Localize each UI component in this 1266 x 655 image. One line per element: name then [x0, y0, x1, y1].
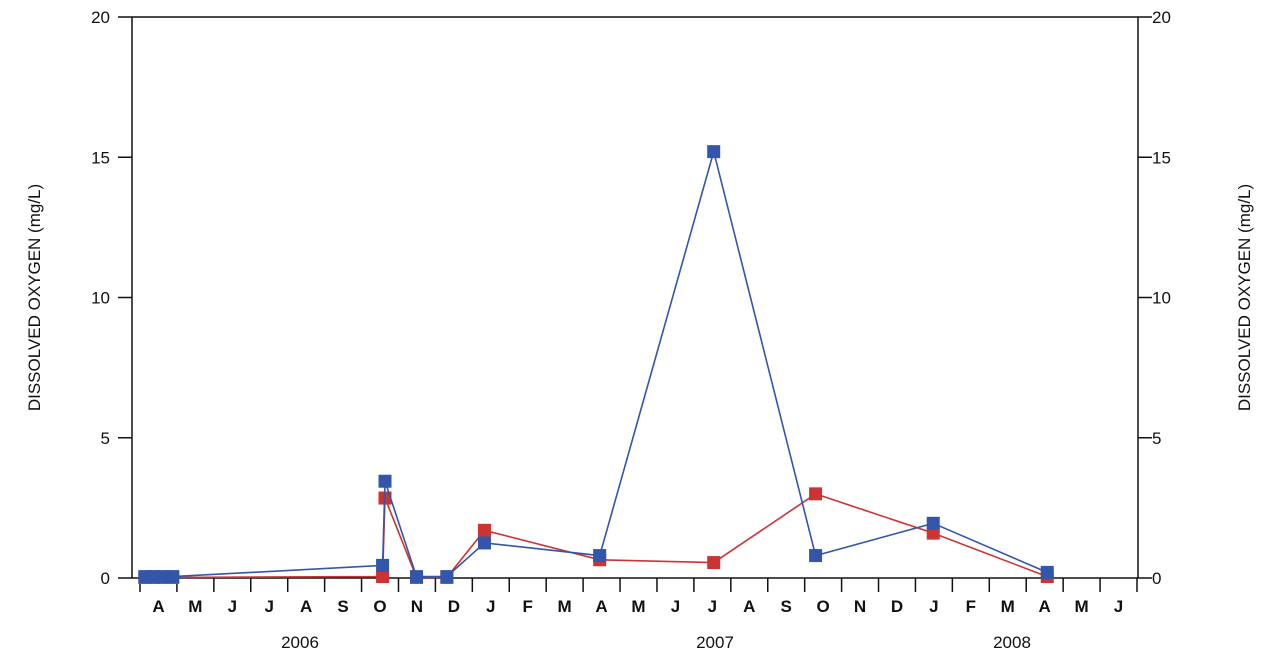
- x-tick-label-month: J: [1114, 597, 1123, 616]
- x-tick-label-month: A: [743, 597, 755, 616]
- plot-frame: [131, 16, 1139, 579]
- series-0-point: [926, 516, 940, 530]
- series-0-point: [1040, 565, 1054, 579]
- series-layer: [138, 145, 1054, 584]
- x-tick-label-month: O: [373, 597, 386, 616]
- x-tick-label-month: O: [817, 597, 830, 616]
- x-tick-label-month: J: [486, 597, 495, 616]
- y-axis-title-left: DISSOLVED OXYGEN (mg/L): [25, 184, 44, 411]
- y-tick-label-left: 0: [101, 569, 110, 588]
- y-tick-label-left: 10: [91, 289, 110, 308]
- x-tick-label-month: N: [854, 597, 866, 616]
- y-tick-label-right: 20: [1152, 8, 1171, 27]
- series-0-point: [410, 570, 424, 584]
- x-tick-label-month: S: [781, 597, 792, 616]
- x-tick-label-month: J: [265, 597, 274, 616]
- x-tick-label-month: S: [337, 597, 348, 616]
- x-axis-ticks: A M J J A S O N D J F M A M J J A S O N D J F M A M J 2006 2007 2008: [139, 578, 1138, 652]
- y-axis-ticks: 0 0 5 5 10 10 15 15 20 20: [91, 8, 1171, 588]
- series-0-point: [707, 145, 721, 159]
- series-0-point: [378, 474, 392, 488]
- x-tick-label-month: A: [595, 597, 607, 616]
- x-tick-label-month: J: [671, 597, 680, 616]
- x-tick-label-month: A: [1039, 597, 1051, 616]
- series-0-point: [809, 549, 823, 563]
- x-axis-year-label: 2008: [993, 633, 1031, 652]
- x-tick-label-month: M: [188, 597, 202, 616]
- x-tick-label-month: J: [929, 597, 938, 616]
- x-tick-label-month: F: [523, 597, 533, 616]
- x-tick-label-month: A: [152, 597, 164, 616]
- y-tick-label-left: 15: [91, 148, 110, 167]
- y-tick-label-right: 10: [1152, 289, 1171, 308]
- series-1-point: [477, 523, 491, 537]
- y-tick-label-right: 15: [1152, 148, 1171, 167]
- x-tick-label-month: D: [891, 597, 903, 616]
- series-0-point: [166, 570, 180, 584]
- series-1-point: [707, 556, 721, 570]
- x-tick-label-month: A: [300, 597, 312, 616]
- series-0-point: [593, 549, 607, 563]
- series-1-point: [376, 570, 390, 584]
- x-tick-label-month: N: [411, 597, 423, 616]
- y-tick-label-left: 5: [101, 429, 110, 448]
- series-1-point: [926, 526, 940, 540]
- y-tick-label-right: 0: [1152, 569, 1161, 588]
- x-tick-label-month: M: [1001, 597, 1015, 616]
- x-tick-label-month: M: [631, 597, 645, 616]
- x-tick-label-month: M: [1075, 597, 1089, 616]
- x-tick-label-month: F: [966, 597, 976, 616]
- y-axis-title-right: DISSOLVED OXYGEN (mg/L): [1235, 184, 1254, 411]
- x-tick-label-month: D: [448, 597, 460, 616]
- series-0-point: [477, 536, 491, 550]
- x-axis-year-label: 2007: [696, 633, 734, 652]
- series-0-point: [376, 558, 390, 572]
- y-tick-label-right: 5: [1152, 429, 1161, 448]
- x-tick-label-month: M: [558, 597, 572, 616]
- series-1-point: [809, 487, 823, 501]
- x-tick-label-month: J: [228, 597, 237, 616]
- x-tick-label-month: J: [708, 597, 717, 616]
- series-0-point: [440, 570, 454, 584]
- series-line-0: [144, 148, 1048, 578]
- x-axis-year-label: 2006: [281, 633, 319, 652]
- y-tick-label-left: 20: [91, 8, 110, 27]
